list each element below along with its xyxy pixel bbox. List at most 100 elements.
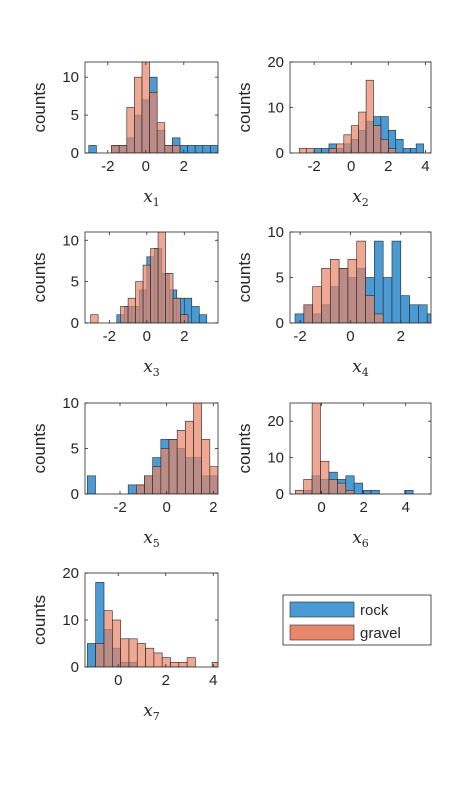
x-tick-label: 0: [317, 499, 325, 516]
gravel-bar: [176, 429, 186, 494]
rock-bar: [395, 139, 404, 153]
x-tick-label: 2: [180, 328, 188, 345]
x-axis-label: x3: [143, 357, 160, 379]
x-tick-label: -2: [307, 158, 320, 175]
rock-bar: [426, 313, 431, 323]
gravel-bar: [294, 490, 304, 494]
gravel-bar: [152, 466, 162, 494]
bars: [294, 403, 472, 494]
x-axis-label: x5: [143, 528, 160, 550]
gravel-bar: [201, 439, 211, 494]
gravel-bar: [347, 258, 358, 323]
x-axis-label: x1: [143, 187, 160, 209]
gravel-bar: [358, 111, 367, 153]
y-axis-label: counts: [30, 595, 49, 645]
gravel-bar: [303, 304, 313, 323]
axes-box: [84, 231, 219, 324]
gravel-bar: [321, 268, 331, 323]
y-tick-label: 20: [267, 413, 284, 430]
rock-bar: [127, 484, 137, 494]
gravel-bar: [90, 314, 99, 323]
gravel-bar: [112, 619, 121, 667]
legend-swatch-rock: [289, 601, 355, 618]
gravel-bar: [345, 490, 355, 494]
subplot-6: 0 2 4 0 10 20 counts x6: [235, 402, 472, 550]
gravel-bar: [350, 125, 359, 153]
gravel-bar: [153, 652, 163, 667]
y-tick-label: 10: [267, 224, 284, 241]
y-axis-label: counts: [235, 423, 254, 473]
x-tick-label: 0: [162, 499, 170, 516]
subplot-5: -2 0 2 0 5 10 counts x5: [30, 395, 219, 550]
gravel-bar: [136, 484, 145, 494]
rock-bar: [198, 314, 208, 323]
gravel-bar: [245, 658, 253, 667]
x-tick-label: 0: [346, 328, 354, 345]
gravel-bar: [229, 653, 237, 667]
rock-bar: [382, 277, 393, 323]
subplot-4: -2 0 2 0 5 10 counts x4: [235, 224, 445, 379]
x-tick-label: 2: [209, 499, 217, 516]
gravel-bar: [118, 145, 128, 153]
gravel-bar: [103, 610, 113, 667]
gravel-bar: [135, 281, 144, 323]
subplot-1: -2 0 2 0 5 10 counts x1: [30, 61, 219, 209]
x-tick-label: -2: [113, 499, 126, 516]
gravel-bar: [329, 258, 340, 323]
gravel-bar: [336, 143, 345, 153]
rock-bar: [436, 314, 445, 323]
axes-box: [84, 61, 219, 154]
rock-bar: [402, 148, 411, 153]
rock-bar: [464, 490, 472, 494]
y-tick-label: 0: [276, 145, 284, 162]
gravel-bar: [209, 466, 218, 494]
y-tick-label: 0: [71, 315, 79, 332]
gravel-bar: [328, 148, 337, 153]
x-axis-label: x2: [352, 187, 369, 209]
rock-bar: [87, 475, 96, 494]
gravel-bar: [136, 643, 146, 667]
y-tick-label: 5: [71, 107, 79, 124]
gravel-bar: [145, 647, 155, 667]
gravel-bar: [172, 145, 181, 153]
x-tick-label: 0: [142, 158, 150, 175]
x-tick-label: 0: [143, 328, 151, 345]
gravel-bar: [365, 79, 374, 153]
x-axis-label: x7: [143, 701, 160, 723]
y-tick-label: 5: [71, 274, 79, 291]
x-tick-label: 2: [162, 672, 170, 689]
y-tick-label: 0: [276, 315, 284, 332]
gravel-bar: [312, 286, 322, 323]
rock-bar: [191, 306, 200, 323]
rock-bar: [400, 295, 410, 323]
legend-label-gravel: gravel: [360, 625, 401, 642]
rock-bar: [294, 313, 305, 323]
legend-swatch-gravel: [289, 624, 355, 641]
gravel-bar: [338, 268, 349, 323]
rock-bar: [187, 145, 196, 153]
x-tick-label: -2: [101, 158, 114, 175]
x-tick-label: -2: [293, 328, 306, 345]
gravel-bar: [356, 240, 366, 323]
y-tick-label: 10: [62, 232, 79, 249]
y-tick-label: 20: [62, 565, 79, 582]
rock-bar: [229, 315, 236, 323]
gravel-bar: [165, 273, 174, 323]
gravel-bar: [128, 638, 138, 667]
x-tick-label: 2: [359, 499, 367, 516]
x-axis-label: x6: [352, 528, 369, 550]
x-tick-label: 2: [180, 158, 188, 175]
gravel-bar: [161, 657, 171, 667]
rock-bar: [313, 148, 322, 153]
rock-bar: [415, 143, 424, 153]
y-tick-label: 10: [62, 395, 79, 412]
y-axis-label: counts: [30, 82, 49, 132]
subplot-7: 0 2 4 0 10 20 counts x7: [30, 565, 253, 723]
gravel-bar: [328, 479, 338, 494]
gravel-bar: [320, 460, 330, 494]
x-tick-label: -2: [103, 328, 116, 345]
y-tick-label: 20: [267, 54, 284, 71]
bars: [90, 232, 244, 323]
gravel-bar: [142, 264, 151, 323]
rock-bar: [237, 315, 244, 323]
